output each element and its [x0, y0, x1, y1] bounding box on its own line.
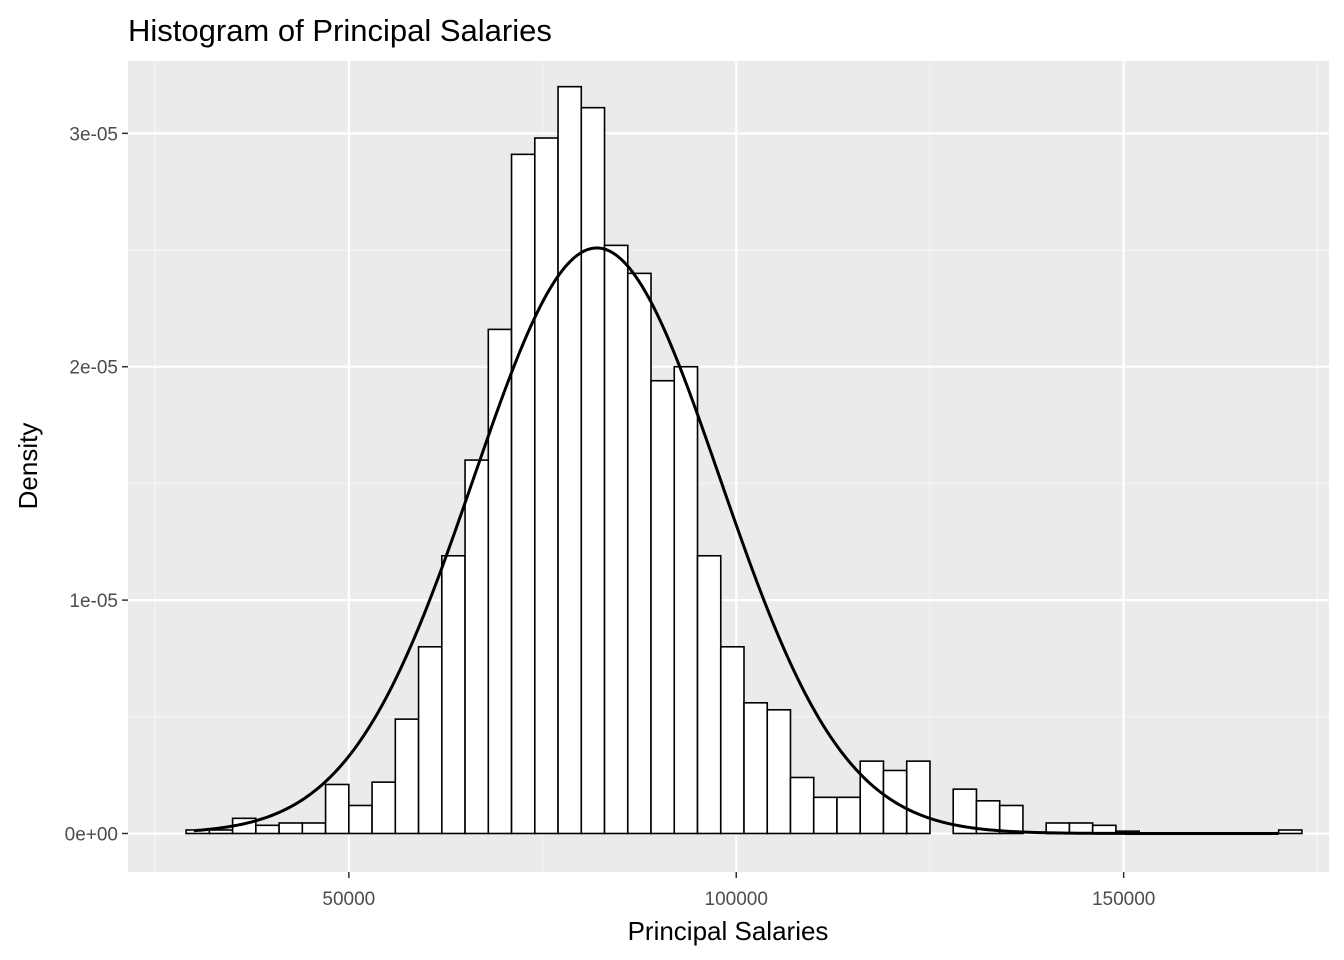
histogram-bar	[533, 137, 559, 835]
histogram-bar	[394, 718, 420, 835]
x-axis: 50000 100000 150000	[322, 872, 1155, 910]
histogram-bar	[510, 153, 536, 835]
histogram-bar	[650, 379, 676, 835]
y-tick-label: 3e-05	[69, 124, 118, 145]
minor-gridlines	[128, 61, 1329, 872]
histogram-bar	[789, 776, 815, 835]
histogram-bar	[859, 760, 885, 835]
histogram-bar	[673, 365, 699, 835]
histogram-bar	[557, 85, 583, 835]
chart-title: Histogram of Principal Salaries	[128, 13, 552, 48]
histogram-bar	[324, 783, 350, 835]
y-tick-label: 2e-05	[69, 358, 118, 379]
histogram-bar	[208, 829, 234, 835]
x-tick-label: 100000	[705, 889, 768, 910]
histogram-bar	[626, 272, 652, 835]
histogram-bar	[441, 554, 466, 835]
histogram-bar	[580, 106, 606, 835]
histogram-bar	[301, 822, 327, 835]
histogram-bar	[371, 781, 397, 835]
histogram-bars	[185, 85, 1303, 835]
histogram-bar	[812, 796, 838, 835]
histogram-bar	[836, 796, 862, 835]
histogram-bar	[905, 760, 931, 835]
histogram-bar	[278, 822, 304, 835]
histogram-bar	[743, 701, 769, 835]
histogram-bar	[464, 459, 490, 835]
x-tick-label: 150000	[1092, 889, 1155, 910]
density-curve	[193, 246, 1279, 835]
histogram-bar	[998, 804, 1024, 835]
histogram-bar	[255, 824, 280, 835]
histogram-bar	[603, 244, 629, 835]
histogram-bar	[719, 645, 745, 835]
histogram-bar	[696, 554, 722, 835]
y-axis: 0e+00 1e-05 2e-05 3e-05	[65, 124, 128, 845]
histogram-bar	[348, 804, 373, 835]
y-axis-title: Density	[13, 423, 43, 510]
histogram-bar	[1277, 829, 1303, 835]
histogram-bar	[766, 708, 792, 835]
y-tick-label: 1e-05	[69, 591, 118, 612]
y-tick-label: 0e+00	[65, 824, 118, 845]
x-axis-title: Principal Salaries	[628, 916, 829, 946]
histogram-bar	[417, 645, 443, 835]
x-tick-label: 50000	[322, 889, 375, 910]
